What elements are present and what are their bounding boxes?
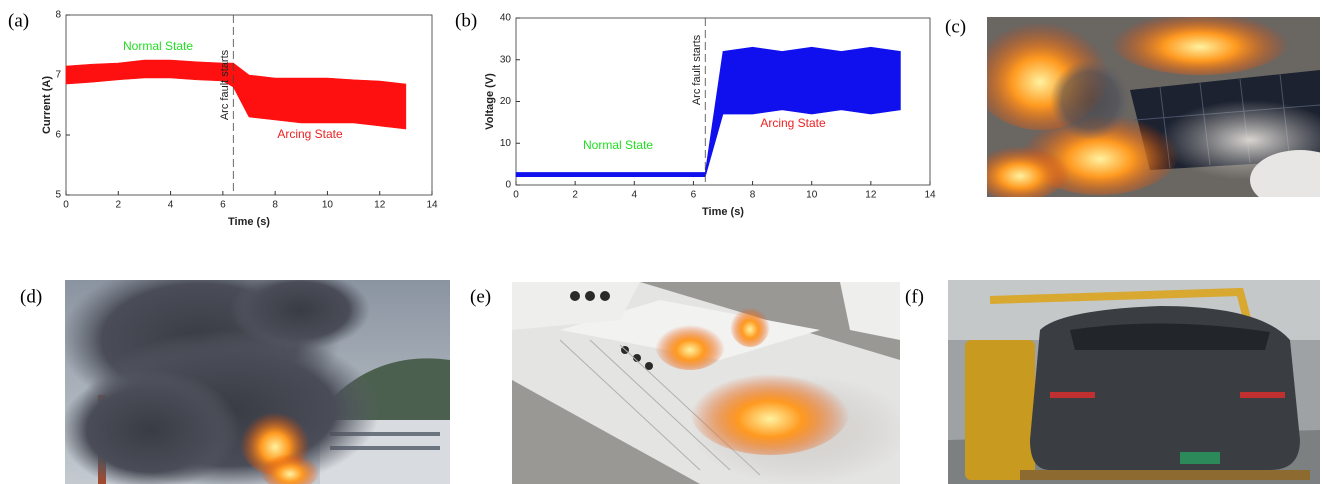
x-tick-label: 2 — [572, 190, 578, 201]
photo-industrial-fire — [65, 280, 450, 484]
panel-label: (a) — [8, 10, 29, 31]
x-tick-label: 12 — [374, 200, 386, 211]
y-tick-label: 10 — [500, 138, 512, 149]
state-label: Normal State — [123, 39, 193, 53]
x-tick-label: 10 — [322, 200, 334, 211]
x-tick-label: 6 — [691, 190, 697, 201]
x-tick-label: 8 — [750, 190, 756, 201]
x-tick-label: 14 — [426, 200, 438, 211]
state-label: Arcing State — [277, 127, 343, 141]
panel-label: (d) — [20, 286, 42, 307]
y-tick-label: 6 — [55, 130, 61, 141]
panel-label: (c) — [945, 16, 966, 37]
state-label: Arcing State — [760, 116, 826, 130]
x-tick-label: 8 — [272, 200, 278, 211]
y-tick-label: 5 — [55, 190, 61, 201]
plot-frame — [65, 14, 433, 196]
annotation: Arc fault starts — [219, 49, 231, 120]
y-tick-label: 20 — [500, 96, 512, 107]
x-axis-label: Time (s) — [702, 206, 744, 218]
y-tick-label: 8 — [55, 10, 61, 21]
y-tick-label: 40 — [500, 13, 512, 24]
state-label: Normal State — [583, 138, 653, 152]
x-axis-label: Time (s) — [228, 216, 270, 228]
x-tick-label: 0 — [63, 200, 69, 211]
photo-ev-tow — [948, 280, 1320, 484]
panel-label: (f) — [905, 286, 924, 307]
y-tick-label: 0 — [505, 180, 511, 191]
x-tick-label: 4 — [168, 200, 174, 211]
x-tick-label: 10 — [806, 190, 818, 201]
annotation: Arc fault starts — [691, 34, 703, 105]
x-tick-label: 6 — [220, 200, 226, 211]
signal-band — [65, 59, 407, 130]
x-tick-label: 14 — [924, 190, 936, 201]
y-axis-label: Current (A) — [41, 76, 53, 134]
photo-battery-fire — [512, 282, 900, 484]
panel-label: (b) — [455, 10, 477, 31]
y-tick-label: 7 — [55, 70, 61, 81]
panel-label: (e) — [470, 286, 491, 307]
x-tick-label: 4 — [632, 190, 638, 201]
y-tick-label: 30 — [500, 54, 512, 65]
signal-band — [515, 46, 901, 177]
photo-solar-fire — [987, 17, 1320, 197]
y-axis-label: Voltage (V) — [484, 73, 496, 130]
x-tick-label: 0 — [513, 190, 519, 201]
x-tick-label: 2 — [116, 200, 122, 211]
x-tick-label: 12 — [865, 190, 877, 201]
